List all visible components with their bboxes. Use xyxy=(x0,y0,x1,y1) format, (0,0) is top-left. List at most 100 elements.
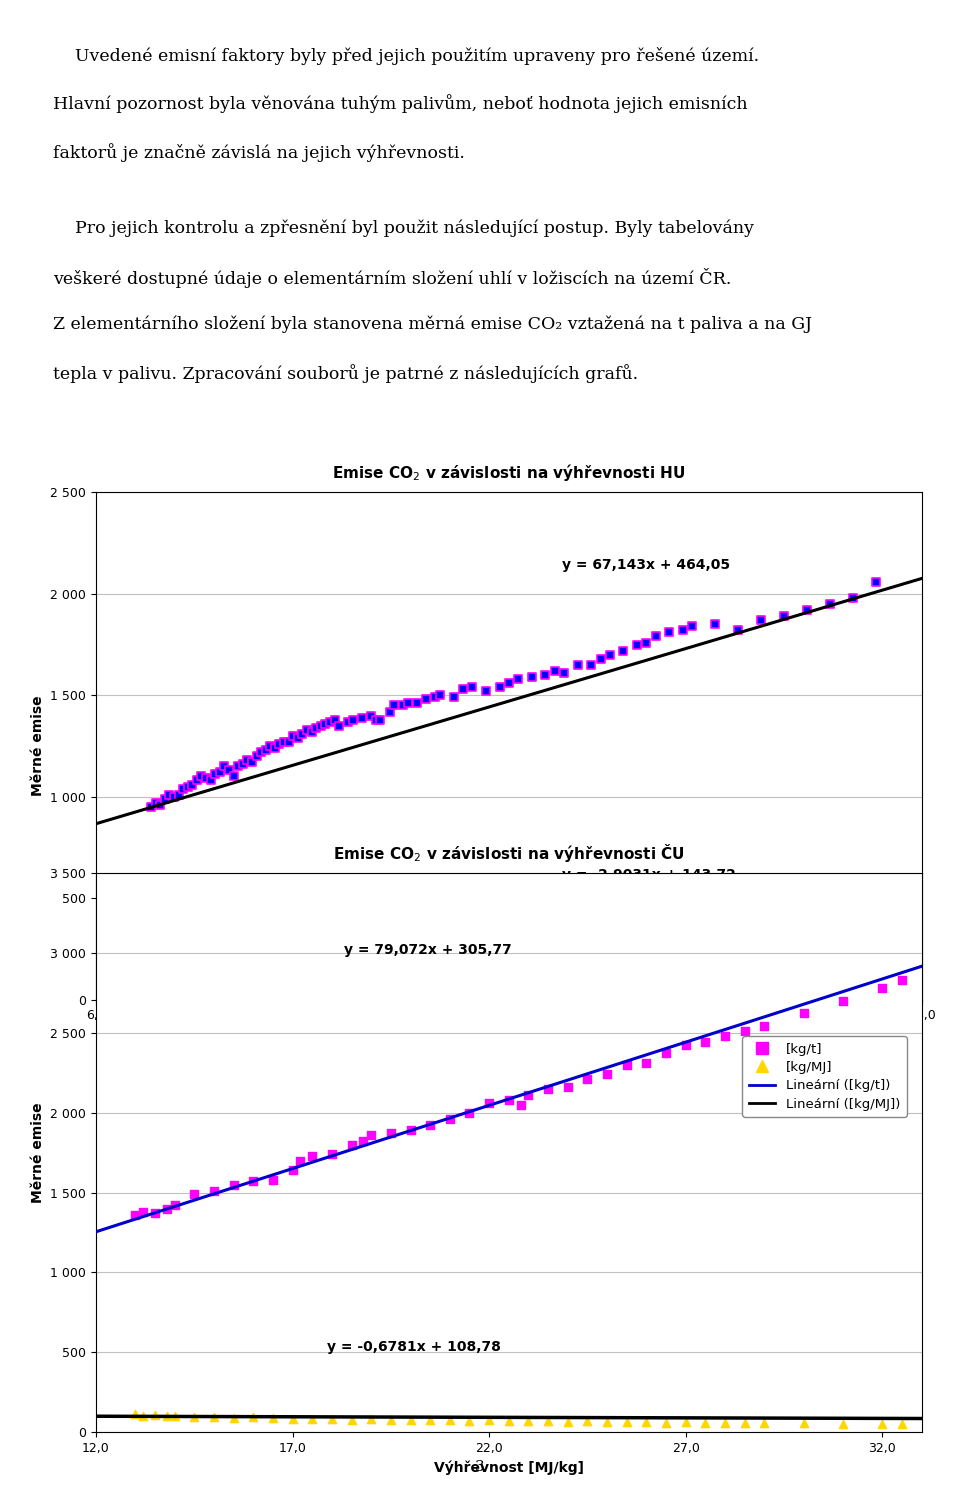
Point xyxy=(203,768,218,792)
Point xyxy=(304,1144,320,1168)
Point xyxy=(648,625,663,649)
Point xyxy=(396,694,411,718)
Point xyxy=(364,1407,379,1431)
Point xyxy=(678,1034,693,1058)
Point xyxy=(661,971,677,995)
Point xyxy=(580,1067,595,1091)
Point xyxy=(895,1411,910,1435)
Point xyxy=(835,1411,851,1435)
Point xyxy=(754,971,769,995)
Point xyxy=(281,967,297,991)
Point xyxy=(777,971,792,995)
Point xyxy=(403,1407,419,1431)
Point xyxy=(638,1410,654,1434)
Text: faktorů je značně závislá na jejich výhřevnosti.: faktorů je značně závislá na jejich výhř… xyxy=(53,143,465,161)
Point xyxy=(387,968,402,992)
Point xyxy=(128,1402,143,1426)
Point xyxy=(135,1200,151,1223)
Point xyxy=(285,1407,300,1431)
Point xyxy=(272,967,287,991)
Point xyxy=(513,1092,528,1116)
Point xyxy=(276,730,292,753)
Point xyxy=(199,767,214,791)
Point xyxy=(295,722,310,746)
Point xyxy=(249,745,264,768)
Point xyxy=(246,1405,261,1429)
Point xyxy=(599,1410,614,1434)
Point xyxy=(354,706,370,730)
Point xyxy=(446,968,462,992)
Point xyxy=(148,791,163,815)
Point xyxy=(560,1410,575,1434)
Point xyxy=(364,704,379,728)
Point xyxy=(501,1088,516,1112)
Point xyxy=(171,964,186,988)
Point xyxy=(455,970,470,994)
Point xyxy=(619,1410,635,1434)
Point xyxy=(263,734,278,758)
Point xyxy=(383,1408,398,1432)
Point xyxy=(492,968,507,992)
Point xyxy=(756,1411,772,1435)
Point xyxy=(754,609,769,633)
Point xyxy=(313,713,328,737)
Point xyxy=(584,653,599,677)
Point xyxy=(176,777,191,801)
Point xyxy=(708,970,723,994)
Point xyxy=(661,621,677,645)
Title: Emise CO$_2$ v závislosti na výhřevnosti HU: Emise CO$_2$ v závislosti na výhřevnosti… xyxy=(332,463,685,483)
Text: y = 79,072x + 305,77: y = 79,072x + 305,77 xyxy=(344,943,512,956)
Point xyxy=(180,774,196,798)
Point xyxy=(372,967,388,991)
Point xyxy=(737,1019,753,1043)
Point xyxy=(364,1123,379,1147)
Point xyxy=(501,671,516,695)
Point xyxy=(547,659,563,683)
Point xyxy=(240,749,255,773)
Point xyxy=(318,968,333,992)
Point xyxy=(659,1041,674,1065)
Point xyxy=(207,762,223,786)
Point xyxy=(731,618,746,642)
Point xyxy=(443,1408,458,1432)
Point xyxy=(364,968,379,992)
Point xyxy=(638,970,654,994)
Point xyxy=(258,739,274,762)
Point xyxy=(368,707,383,731)
Y-axis label: Měrné emise: Měrné emise xyxy=(31,695,45,797)
Point xyxy=(540,1410,556,1434)
Point xyxy=(845,973,860,997)
Point xyxy=(443,1107,458,1131)
Point xyxy=(511,667,526,691)
Point xyxy=(845,586,860,610)
Point xyxy=(180,965,196,989)
Point xyxy=(422,1408,438,1432)
Point xyxy=(584,970,599,994)
Point xyxy=(128,1203,143,1226)
Point xyxy=(308,967,324,991)
Point xyxy=(520,1408,536,1432)
Text: 3: 3 xyxy=(475,1461,485,1474)
Point xyxy=(189,768,204,792)
Point xyxy=(281,730,297,753)
Point xyxy=(717,1411,732,1435)
Point xyxy=(346,707,361,731)
Point xyxy=(244,750,259,774)
Point xyxy=(684,971,700,995)
Point xyxy=(822,592,837,616)
Point xyxy=(800,971,815,995)
Point xyxy=(482,1408,497,1432)
Point xyxy=(478,968,493,992)
Y-axis label: Měrné emise: Měrné emise xyxy=(31,1103,45,1203)
Point xyxy=(304,719,320,743)
Point xyxy=(478,679,493,703)
Text: Hlavní pozornost byla věnována tuhým palivům, neboť hodnota jejich emisních: Hlavní pozornost byla věnována tuhým pal… xyxy=(53,94,748,113)
Point xyxy=(217,755,232,779)
Point xyxy=(265,1407,280,1431)
Point xyxy=(602,643,617,667)
Point xyxy=(708,612,723,636)
Point xyxy=(638,631,654,655)
Point xyxy=(167,1194,182,1217)
Point xyxy=(300,718,315,742)
Point xyxy=(235,752,251,776)
